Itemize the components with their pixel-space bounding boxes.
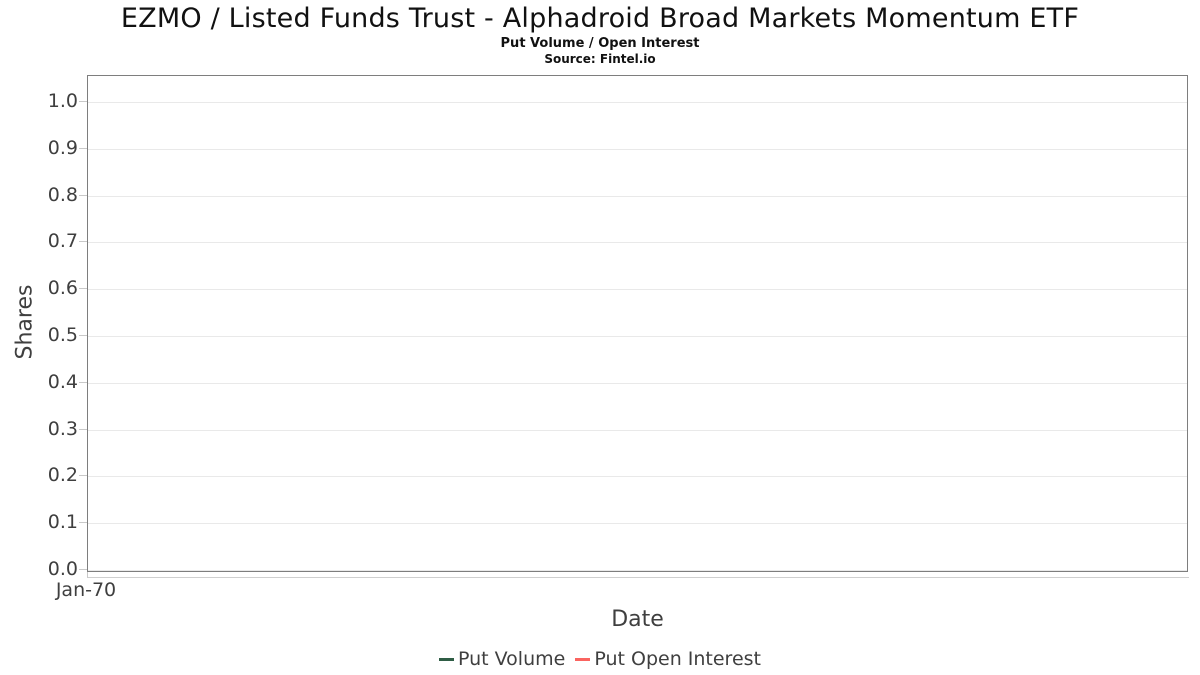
gridline <box>88 148 1187 150</box>
gridline <box>88 195 1187 197</box>
y-tick-label: 0.2 <box>47 464 78 487</box>
y-tick-mark <box>79 522 87 524</box>
chart-source: Source: Fintel.io <box>544 52 656 66</box>
y-tick-label: 0.3 <box>47 417 78 440</box>
legend-item: Put Volume <box>439 648 565 670</box>
y-tick-mark <box>79 241 87 243</box>
gridline <box>88 476 1187 478</box>
legend-label: Put Open Interest <box>594 648 761 670</box>
y-tick-label: 0.6 <box>47 277 78 300</box>
x-tick-mark <box>87 572 88 578</box>
legend-item: Put Open Interest <box>575 648 761 670</box>
gridline <box>88 336 1187 337</box>
x-axis: Jan-70 <box>0 572 1200 602</box>
x-axis-title: Date <box>611 607 664 632</box>
chart-subtitle: Put Volume / Open Interest <box>500 36 700 51</box>
y-tick-mark <box>79 428 87 430</box>
y-tick-label: 0.1 <box>47 511 78 534</box>
chart-title: EZMO / Listed Funds Trust - Alphadroid B… <box>120 3 1080 34</box>
y-tick-label: 1.0 <box>47 90 78 112</box>
gridline <box>88 570 1187 571</box>
y-tick-mark <box>79 288 87 290</box>
x-tick-label: Jan-70 <box>55 579 117 601</box>
y-tick-label: 0.7 <box>47 230 78 253</box>
y-axis: 0.0 0.1 0.2 0.3 0.4 0.5 0.6 0.7 0.8 0.9 1.0 <box>0 75 87 580</box>
gridline <box>88 523 1187 525</box>
y-tick-label: 0.0 <box>47 558 78 580</box>
x-axis-line <box>87 577 1189 578</box>
gridline <box>88 242 1187 244</box>
gridline <box>88 382 1187 384</box>
y-tick-mark <box>79 101 87 102</box>
y-tick-mark <box>79 335 87 336</box>
y-tick-label: 0.8 <box>47 183 78 206</box>
legend-line-icon <box>575 657 591 661</box>
y-tick-mark <box>79 569 87 570</box>
y-tick-mark <box>79 381 87 383</box>
y-tick-label: 0.5 <box>47 324 78 346</box>
legend: Put Volume Put Open Interest <box>0 646 1200 672</box>
gridline <box>88 289 1187 291</box>
y-tick-label: 0.9 <box>47 136 78 159</box>
legend-line-icon <box>439 657 454 661</box>
y-tick-mark <box>79 475 87 477</box>
gridline <box>88 102 1187 103</box>
y-tick-mark <box>79 147 87 149</box>
plot-area <box>87 75 1188 572</box>
y-tick-label: 0.4 <box>47 370 78 393</box>
y-tick-mark <box>79 194 87 196</box>
gridline <box>88 429 1187 431</box>
legend-label: Put Volume <box>458 648 566 670</box>
